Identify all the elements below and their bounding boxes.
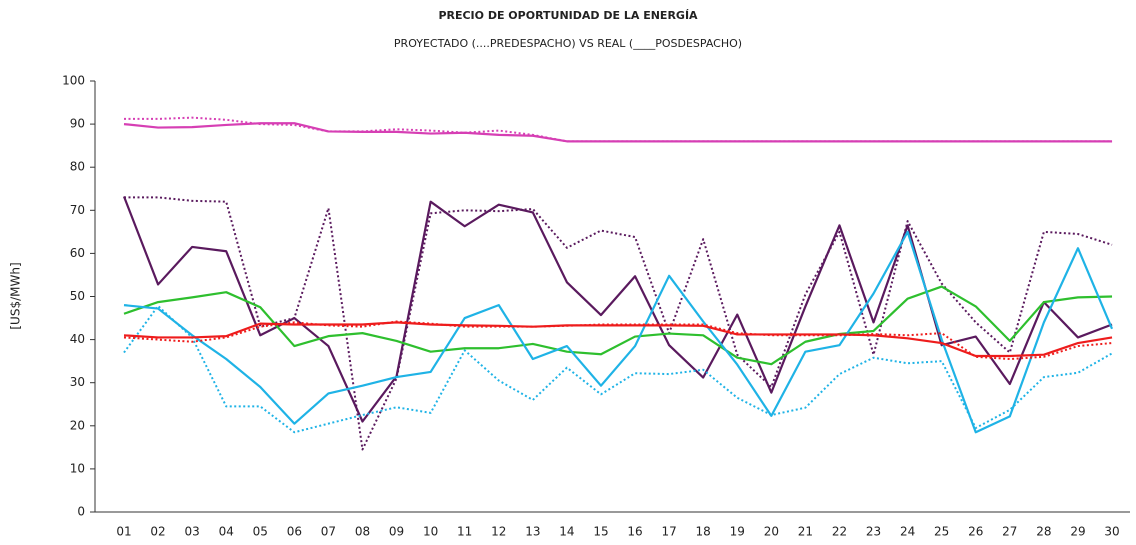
- x-tick-label: 02: [150, 525, 165, 539]
- y-tick-label: 20: [70, 418, 85, 432]
- chart-subtitle: PROYECTADO (....PREDESPACHO) VS REAL (__…: [394, 37, 742, 50]
- chart-title: PRECIO DE OPORTUNIDAD DE LA ENERGÍA: [438, 9, 698, 22]
- y-axis-label: [US$/MWh]: [9, 262, 23, 329]
- x-tick-label: 28: [1036, 525, 1051, 539]
- x-tick-label: 14: [559, 525, 574, 539]
- x-tick-label: 17: [661, 525, 676, 539]
- x-tick-label: 19: [730, 525, 745, 539]
- series-line: [124, 116, 1113, 143]
- y-tick-label: 0: [77, 505, 85, 519]
- y-tick-label: 70: [70, 203, 85, 217]
- x-tick-label: 24: [900, 525, 915, 539]
- y-tick-label: 100: [62, 74, 85, 88]
- x-tick-label: 04: [219, 525, 234, 539]
- y-tick-label: 80: [70, 160, 85, 174]
- series-line: [122, 196, 1113, 423]
- x-tick-label: 30: [1104, 525, 1119, 539]
- y-tick-label: 40: [70, 332, 85, 346]
- y-tick-label: 90: [70, 117, 85, 131]
- x-tick-label: 06: [287, 525, 302, 539]
- x-tick-label: 21: [798, 525, 813, 539]
- x-tick-label: 23: [866, 525, 881, 539]
- x-tick-label: 05: [253, 525, 268, 539]
- x-tick-label: 13: [525, 525, 540, 539]
- x-tick-label: 27: [1002, 525, 1017, 539]
- x-tick-label: 25: [934, 525, 949, 539]
- y-tick-label: 10: [70, 461, 85, 475]
- x-tick-label: 12: [491, 525, 506, 539]
- x-tick-label: 16: [627, 525, 642, 539]
- series-line: [123, 230, 1114, 434]
- x-tick-label: 08: [355, 525, 370, 539]
- x-tick-label: 22: [832, 525, 847, 539]
- series-line: [123, 122, 1113, 143]
- x-tick-label: 03: [184, 525, 199, 539]
- y-tick-label: 30: [70, 375, 85, 389]
- y-tick-label: 60: [70, 246, 85, 260]
- x-tick-label: 01: [116, 525, 131, 539]
- x-tick-label: 11: [457, 525, 472, 539]
- x-tick-label: 26: [968, 525, 983, 539]
- x-tick-label: 15: [593, 525, 608, 539]
- x-tick-label: 29: [1070, 525, 1085, 539]
- y-tick-label: 50: [70, 289, 85, 303]
- x-tick-label: 07: [321, 525, 336, 539]
- x-tick-label: 18: [696, 525, 711, 539]
- x-tick-label: 09: [389, 525, 404, 539]
- series-line: [123, 321, 1113, 358]
- series-line: [123, 304, 1113, 434]
- series-line: [123, 320, 1113, 360]
- x-tick-label: 20: [764, 525, 779, 539]
- x-tick-label: 10: [423, 525, 438, 539]
- series-line: [123, 285, 1113, 366]
